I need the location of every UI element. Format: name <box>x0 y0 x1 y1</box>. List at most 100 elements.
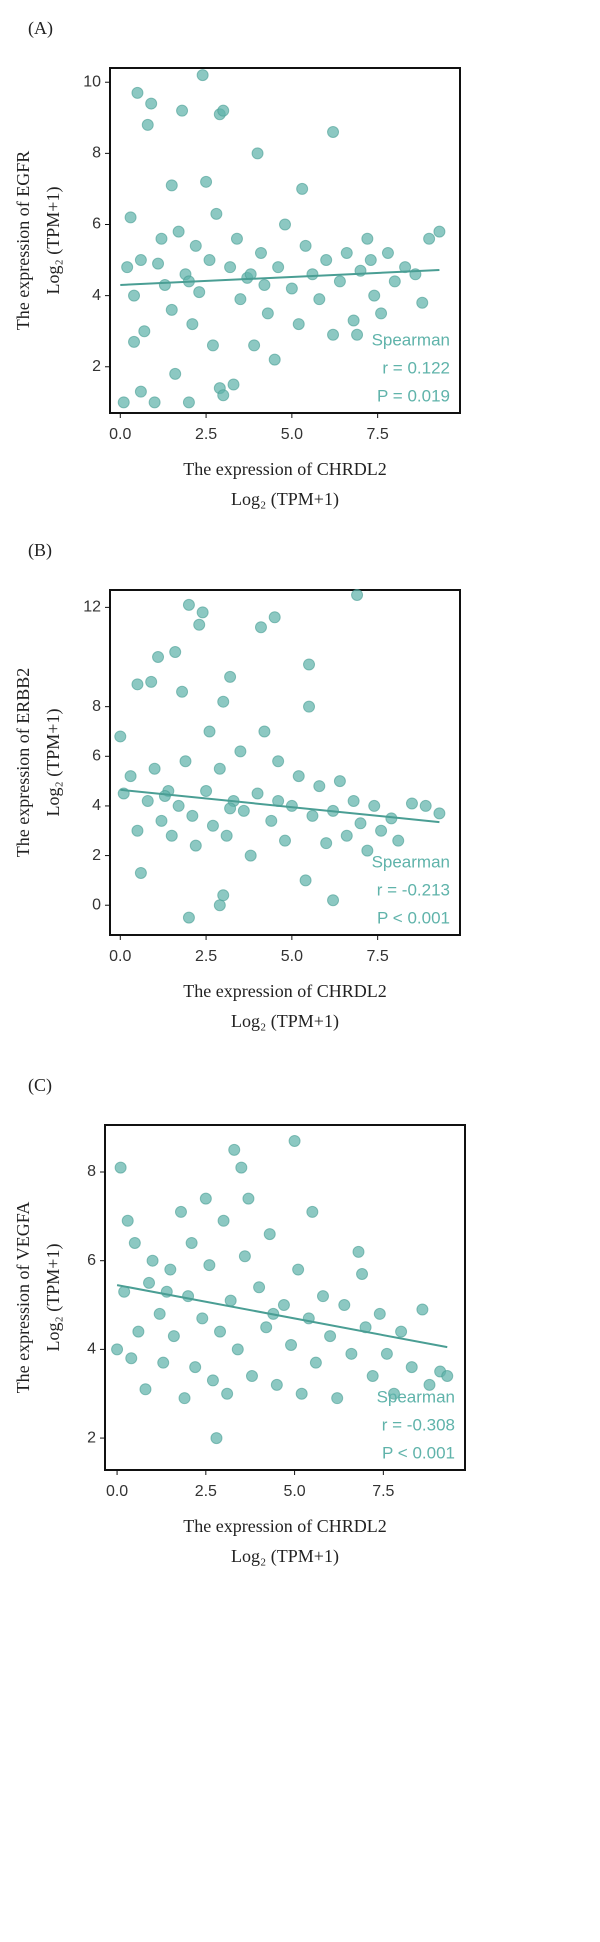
point <box>196 606 209 619</box>
point <box>245 1369 258 1382</box>
point <box>206 339 219 352</box>
panel-label: (A) <box>28 18 53 39</box>
y-tick-label: 4 <box>92 287 101 304</box>
point <box>206 819 219 832</box>
point <box>165 179 178 192</box>
x-tick-label: 7.5 <box>372 1483 394 1500</box>
point <box>399 261 412 274</box>
y-tick-label: 0 <box>92 896 101 913</box>
point <box>327 894 340 907</box>
point <box>131 678 144 691</box>
point <box>167 1330 180 1343</box>
point <box>263 1228 276 1241</box>
point <box>306 1205 319 1218</box>
x-tick-label: 2.5 <box>195 426 217 443</box>
point <box>338 1299 351 1312</box>
point <box>132 1325 145 1338</box>
point <box>124 211 137 224</box>
x-axis-title: The expression of CHRDL2 <box>183 981 386 1001</box>
point <box>299 874 312 887</box>
point <box>155 232 168 245</box>
point <box>375 307 388 320</box>
point <box>189 1361 202 1374</box>
point <box>128 289 141 302</box>
point <box>292 318 305 331</box>
point <box>128 1236 141 1249</box>
point <box>214 1325 227 1338</box>
point <box>196 69 209 82</box>
x-axis-title: Log₂ (TPM+1) <box>231 489 339 510</box>
point <box>352 1245 365 1258</box>
point <box>327 328 340 341</box>
point <box>238 1250 251 1263</box>
y-axis-title: Log₂ (TPM+1) <box>43 1244 64 1352</box>
point <box>143 1276 156 1289</box>
point <box>203 725 216 738</box>
point <box>320 837 333 850</box>
point <box>125 1352 138 1365</box>
point <box>303 658 316 671</box>
y-axis-title: The expression of EGFR <box>13 151 33 330</box>
point <box>157 1356 170 1369</box>
point <box>333 775 346 788</box>
point <box>155 814 168 827</box>
annotation: r = -0.308 <box>382 1415 455 1434</box>
point <box>230 232 243 245</box>
x-axis-title: Log₂ (TPM+1) <box>231 1011 339 1032</box>
point <box>405 1361 418 1374</box>
point <box>441 1369 454 1382</box>
point <box>174 1205 187 1218</box>
point <box>423 232 436 245</box>
point <box>224 802 237 815</box>
point <box>272 261 285 274</box>
annotation: r = 0.122 <box>382 358 450 377</box>
point <box>176 685 189 698</box>
x-tick-label: 0.0 <box>109 948 131 965</box>
y-tick-label: 4 <box>92 797 101 814</box>
point <box>361 232 374 245</box>
x-tick-label: 7.5 <box>367 948 389 965</box>
point <box>158 790 171 803</box>
point <box>387 1387 400 1400</box>
point <box>306 809 319 822</box>
annotation: Spearman <box>377 1387 455 1406</box>
point <box>235 1161 248 1174</box>
point <box>227 378 240 391</box>
point <box>224 1294 237 1307</box>
point <box>324 1330 337 1343</box>
point <box>152 651 165 664</box>
y-axis-title: The expression of ERBB2 <box>13 668 33 857</box>
fit-line <box>116 1284 448 1349</box>
point <box>114 730 127 743</box>
plot-frame <box>109 67 461 414</box>
y-axis-title: The expression of VEGFA <box>13 1202 33 1394</box>
x-tick-label: 5.0 <box>283 1483 305 1500</box>
y-tick-label: 2 <box>92 358 101 375</box>
point <box>134 254 147 267</box>
point <box>148 396 161 409</box>
point <box>128 335 141 348</box>
point <box>244 849 257 862</box>
point <box>213 762 226 775</box>
point <box>169 367 182 380</box>
annotation: P < 0.001 <box>382 1443 455 1462</box>
point <box>333 275 346 288</box>
point <box>186 318 199 331</box>
point <box>152 257 165 270</box>
point <box>254 621 267 634</box>
point <box>242 1192 255 1205</box>
y-tick-label: 6 <box>87 1252 96 1269</box>
plot-frame <box>104 1124 466 1471</box>
x-tick-label: 5.0 <box>281 948 303 965</box>
point <box>182 396 195 409</box>
point <box>366 1369 379 1382</box>
point <box>260 1321 273 1334</box>
point <box>121 261 134 274</box>
point <box>254 246 267 259</box>
point <box>131 86 144 99</box>
x-tick-label: 2.5 <box>195 948 217 965</box>
point <box>141 118 154 131</box>
point <box>141 794 154 807</box>
point <box>178 1392 191 1405</box>
